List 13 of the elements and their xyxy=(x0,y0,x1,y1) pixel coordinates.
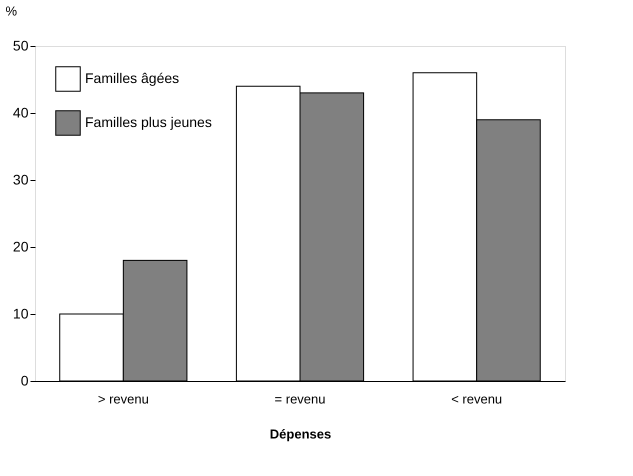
legend-label: Familles âgées xyxy=(85,70,180,86)
x-tick-label: = revenu xyxy=(274,392,326,406)
y-tick-label: 40 xyxy=(12,104,29,120)
x-tick-label: < revenu xyxy=(451,392,502,406)
y-tick-label: 10 xyxy=(12,306,29,322)
y-tick-label: 50 xyxy=(12,38,29,54)
y-axis-title: % xyxy=(6,4,18,18)
y-tick-label: 20 xyxy=(12,238,29,254)
x-axis-title: Dépenses xyxy=(270,426,332,442)
y-tick-label: 0 xyxy=(20,372,29,388)
y-tick-label: 30 xyxy=(12,172,29,188)
x-tick-label: > revenu xyxy=(98,392,149,406)
legend-label: Familles plus jeunes xyxy=(85,114,212,130)
